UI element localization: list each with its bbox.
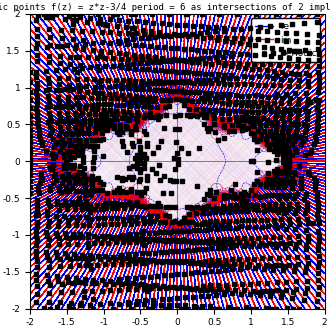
- Title: Periodic points f(z) = z*z-3/4 period = 6 as intersections of 2 implicit curves: Periodic points f(z) = z*z-3/4 period = …: [0, 3, 330, 12]
- Legend: re, im, periodic: re, im, periodic: [251, 18, 320, 62]
